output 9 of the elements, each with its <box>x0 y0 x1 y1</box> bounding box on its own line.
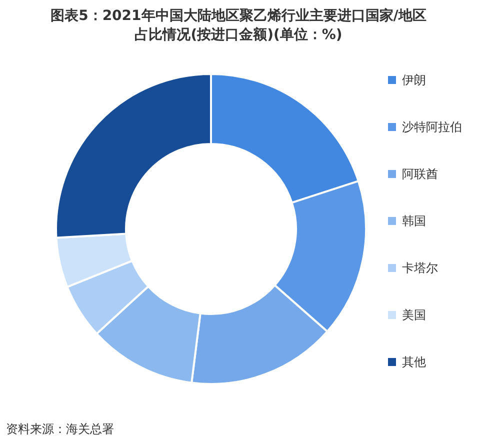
legend-label: 美国 <box>402 308 426 322</box>
text: 资料来源：海关总署 <box>6 422 114 436</box>
legend-label: 韩国 <box>402 214 426 228</box>
legend-label: 卡塔尔 <box>402 261 438 275</box>
legend-label: 伊朗 <box>402 73 426 87</box>
chart-title: 图表5：2021年中国大陆地区聚乙烯行业主要进口国家/地区占比情况(按进口金额)(单位：%) <box>50 7 426 43</box>
legend-label: 沙特阿拉伯 <box>402 120 462 134</box>
legend-label: 阿联酋 <box>402 167 438 181</box>
legend-label: 其他 <box>402 355 426 369</box>
